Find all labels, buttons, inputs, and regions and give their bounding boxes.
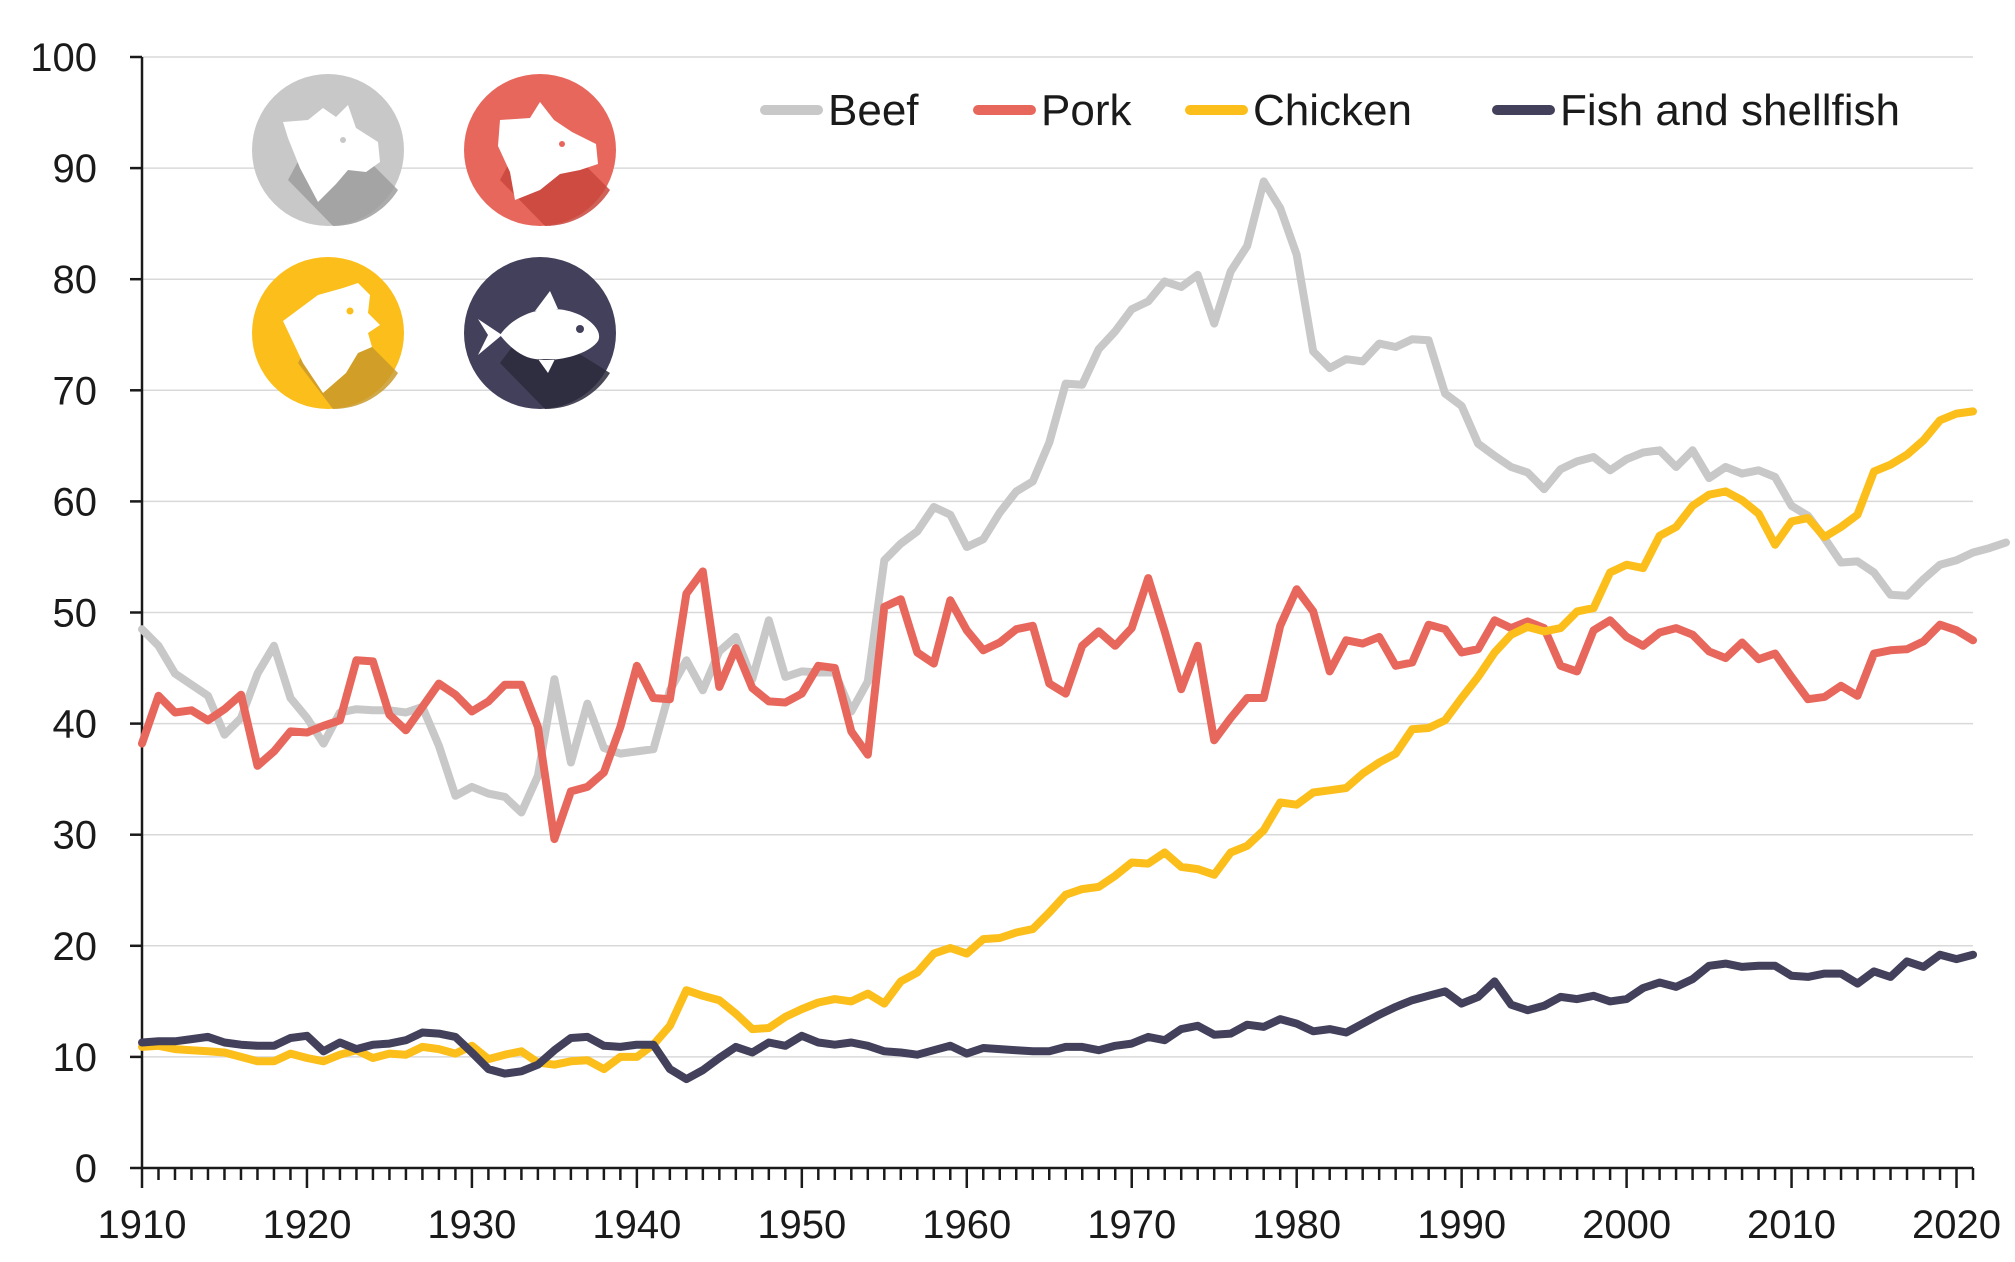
x-tick-label-1950: 1950	[757, 1203, 846, 1247]
series-line-chicken	[138, 407, 1977, 1074]
x-tick-label-2000: 2000	[1582, 1203, 1671, 1247]
y-tick-label-50: 50	[53, 592, 98, 636]
series-line-beef	[138, 177, 2010, 817]
x-tick-label-1920: 1920	[262, 1203, 351, 1247]
x-tick-label-1980: 1980	[1252, 1203, 1341, 1247]
x-tick-label-1910: 1910	[98, 1203, 187, 1247]
y-axis-ticks: 0 10 20 30 40 50 60 70 80 90 100	[30, 36, 142, 1191]
gridlines	[142, 56, 1973, 1058]
legend-item-pork: Pork	[973, 86, 1132, 135]
x-axis-ticks: 1910 1920 1930 1940 1950 1960 1970 1980 1990 2000…	[98, 1168, 2001, 1247]
cow-icon	[252, 74, 404, 227]
legend-item-chicken: Chicken	[1185, 86, 1412, 135]
legend-label-fish: Fish and shellfish	[1560, 86, 1900, 135]
y-tick-label-40: 40	[53, 703, 98, 747]
y-tick-label-10: 10	[53, 1036, 98, 1080]
x-tick-label-1990: 1990	[1417, 1203, 1506, 1247]
y-tick-label-80: 80	[53, 258, 98, 302]
pig-icon	[464, 74, 616, 227]
y-tick-label-30: 30	[53, 814, 98, 858]
x-tick-label-1930: 1930	[427, 1203, 516, 1247]
legend-item-fish: Fish and shellfish	[1492, 86, 1900, 135]
chicken-icon	[252, 257, 404, 410]
legend: Beef Pork Chicken Fish and shellfish	[760, 86, 1900, 135]
y-tick-label-20: 20	[53, 925, 98, 969]
x-tick-label-1940: 1940	[592, 1203, 681, 1247]
legend-item-beef: Beef	[760, 86, 919, 135]
x-tick-label-2020: 2020	[1912, 1203, 2001, 1247]
x-tick-label-1970: 1970	[1087, 1203, 1176, 1247]
series-lines	[138, 177, 2010, 1084]
y-tick-label-60: 60	[53, 480, 98, 524]
y-tick-label-0: 0	[75, 1147, 97, 1191]
series-line-fish-and-shellfish	[138, 950, 1977, 1084]
x-tick-label-1960: 1960	[922, 1203, 1011, 1247]
legend-label-beef: Beef	[828, 86, 919, 135]
y-tick-label-70: 70	[53, 369, 98, 413]
legend-label-pork: Pork	[1041, 86, 1132, 135]
x-tick-label-2010: 2010	[1747, 1203, 1836, 1247]
series-line-pork	[138, 567, 1977, 844]
icon-group	[252, 74, 616, 410]
fish-icon	[464, 257, 616, 410]
legend-label-chicken: Chicken	[1253, 86, 1412, 135]
y-tick-label-90: 90	[53, 147, 98, 191]
y-tick-label-100: 100	[30, 36, 97, 80]
